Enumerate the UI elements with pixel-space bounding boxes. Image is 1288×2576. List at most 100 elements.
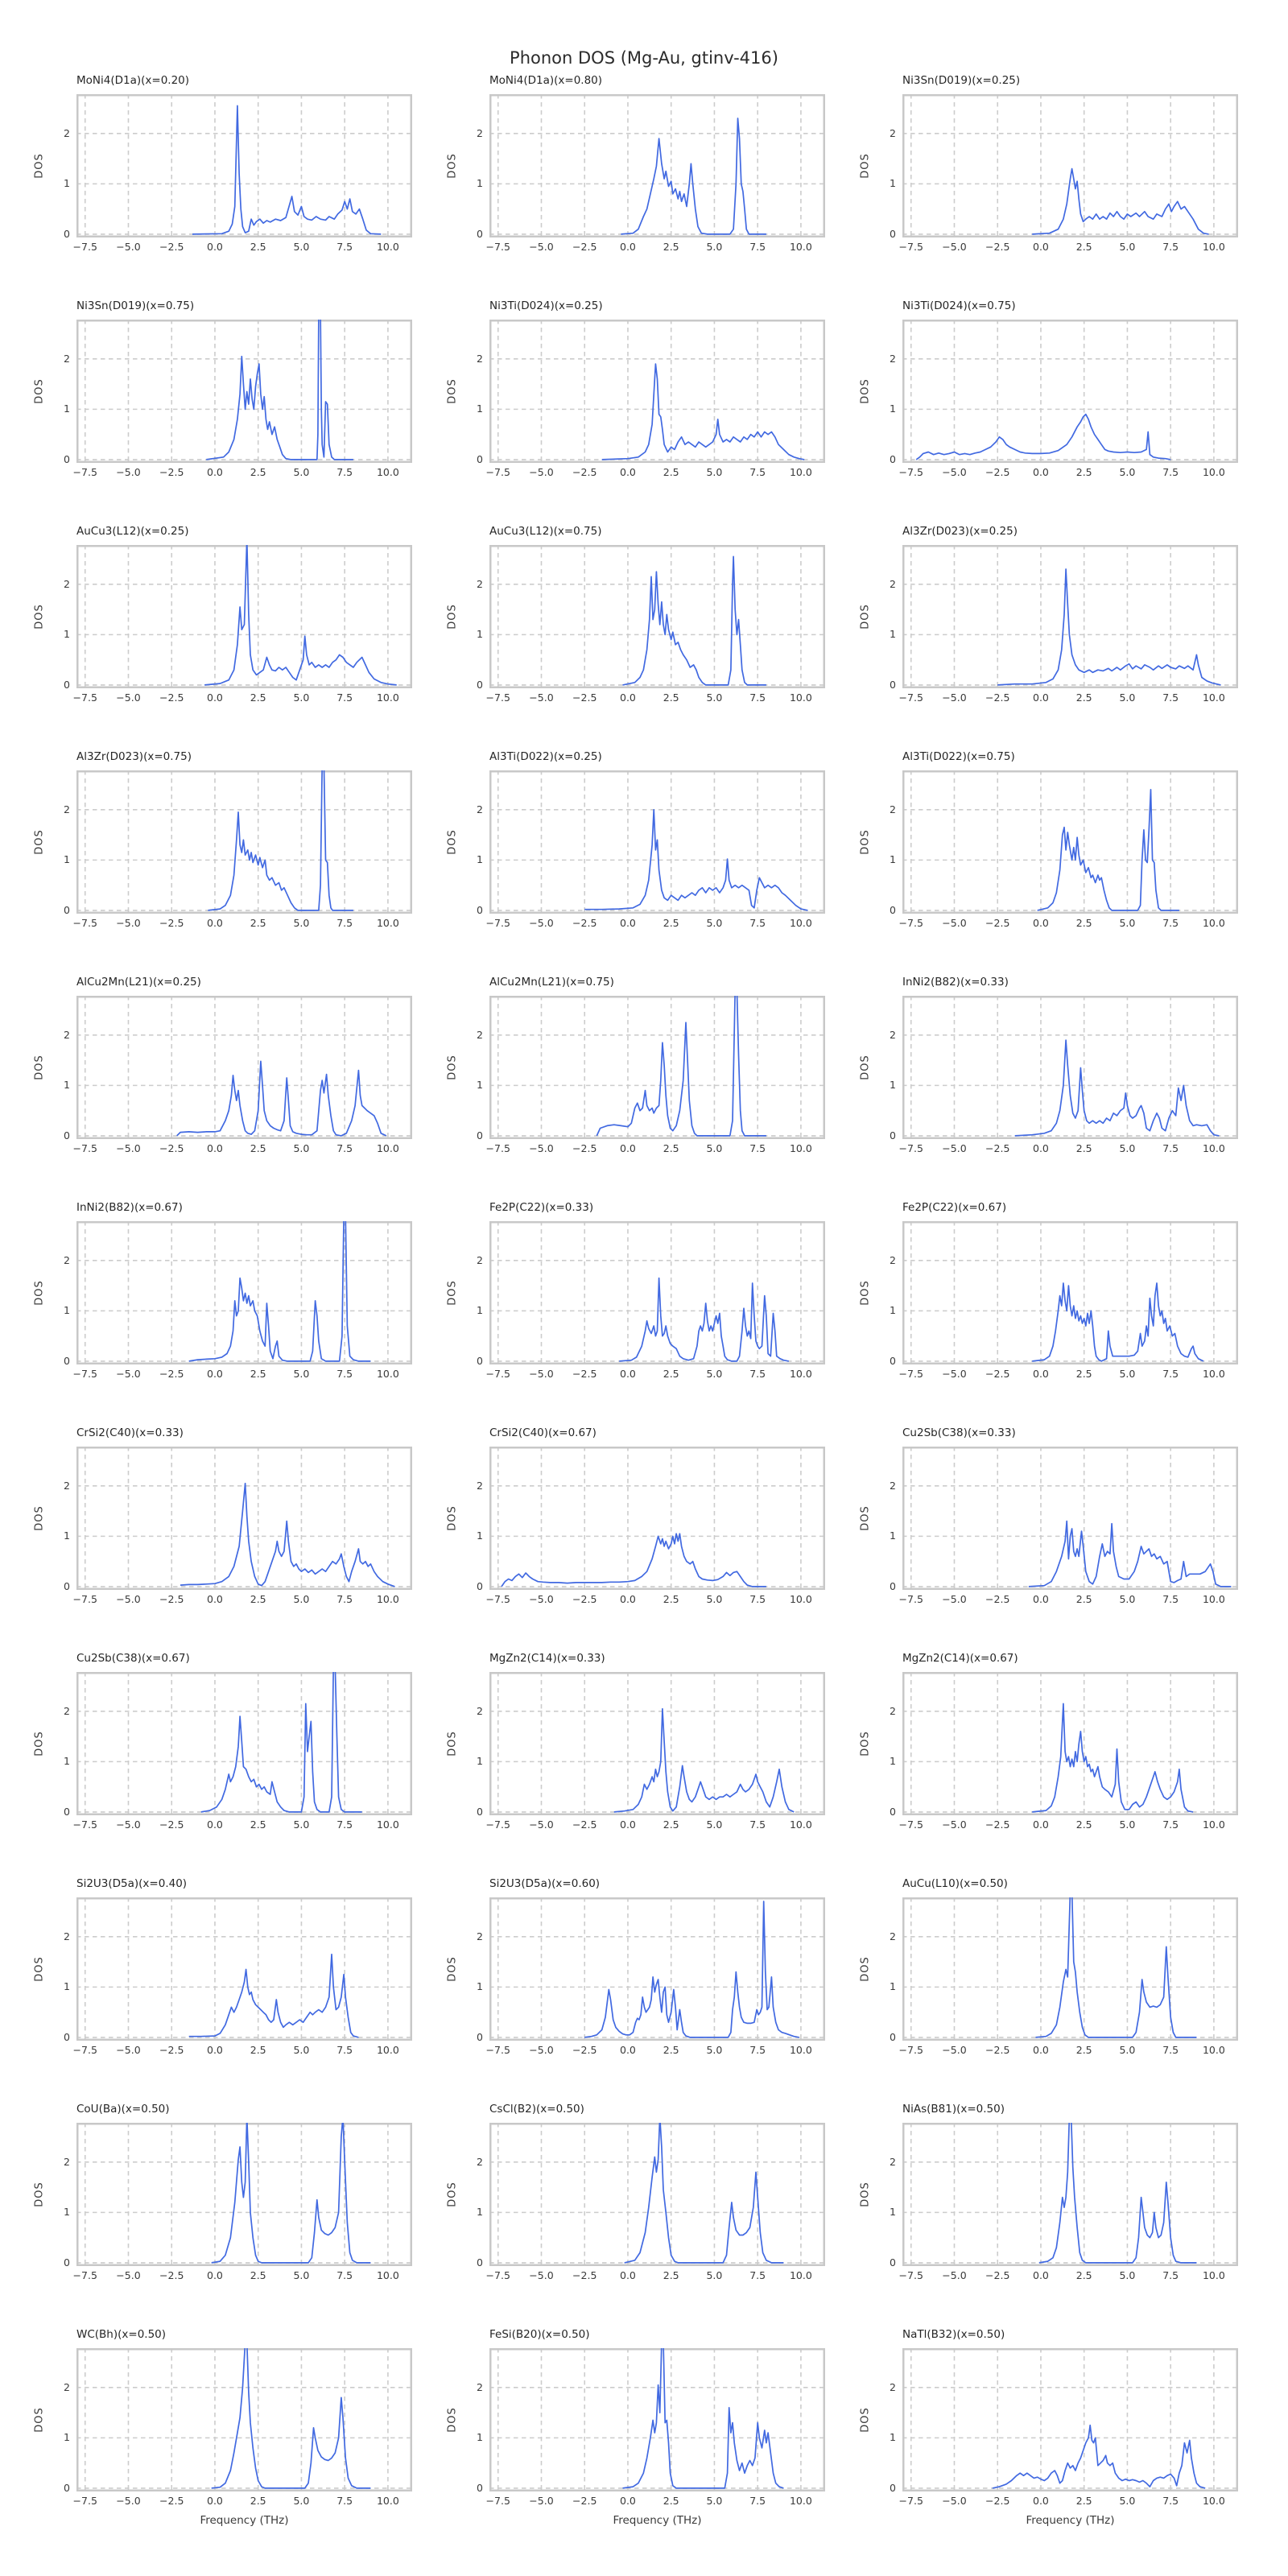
y-tick-label: 0 bbox=[64, 2030, 70, 2043]
axes-border bbox=[489, 996, 825, 1139]
x-tick-label: −7.5 bbox=[72, 691, 97, 704]
dos-plot bbox=[76, 320, 412, 463]
x-tick-label: 7.5 bbox=[749, 2495, 766, 2507]
x-tick-label: 10.0 bbox=[1202, 1593, 1225, 1605]
y-tick-label: 2 bbox=[477, 2380, 483, 2393]
subplot-panel-20: CrSi2(C40)(x=0.67) DOS 0 1 2 −7.5 −5.0 −2.5 0.0 2… bbox=[444, 1425, 857, 1650]
y-tick-label: 2 bbox=[477, 126, 483, 139]
dos-plot bbox=[489, 1897, 825, 2041]
x-tick-label: 2.5 bbox=[663, 691, 679, 704]
x-tick-label: −7.5 bbox=[485, 1142, 510, 1154]
y-tick-label: 0 bbox=[890, 903, 896, 916]
x-tick-label: −7.5 bbox=[72, 2495, 97, 2507]
y-tick-label: 0 bbox=[477, 2030, 483, 2043]
dos-curve bbox=[596, 996, 766, 1137]
y-tick-label: 2 bbox=[890, 2380, 896, 2393]
y-tick-label: 1 bbox=[477, 1304, 483, 1317]
dos-curve bbox=[619, 1277, 790, 1362]
x-tick-label: −5.0 bbox=[116, 2495, 141, 2507]
x-tick-label: 0.0 bbox=[1033, 1593, 1049, 1605]
y-tick-label: 1 bbox=[64, 402, 70, 415]
dos-plot bbox=[902, 320, 1238, 463]
x-tick-label: −7.5 bbox=[898, 2269, 923, 2281]
y-tick-label: 1 bbox=[477, 402, 483, 415]
x-tick-label: 2.5 bbox=[663, 2044, 679, 2056]
x-tick-label: 10.0 bbox=[376, 1368, 399, 1380]
x-tick-label: 0.0 bbox=[207, 241, 223, 253]
y-axis-label: DOS bbox=[859, 1505, 872, 1531]
dos-plot bbox=[489, 2123, 825, 2266]
subplot-title: AlCu2Mn(L21)(x=0.75) bbox=[489, 976, 614, 989]
x-tick-label: 2.5 bbox=[1075, 917, 1092, 929]
subplot-panel-27: AuCu(L10)(x=0.50) DOS 0 1 2 −7.5 −5.0 −2.5 0.0 2.… bbox=[857, 1876, 1270, 2101]
x-tick-label: 0.0 bbox=[620, 2495, 636, 2507]
x-axis-label: Frequency (THz) bbox=[200, 2514, 289, 2527]
x-tick-label: 2.5 bbox=[663, 1593, 679, 1605]
y-tick-label: 0 bbox=[64, 452, 70, 465]
x-tick-label: 0.0 bbox=[1033, 1368, 1049, 1380]
dos-curve bbox=[584, 808, 808, 911]
y-tick-label: 2 bbox=[64, 126, 70, 139]
subplot-panel-24: MgZn2(C14)(x=0.67) DOS 0 1 2 −7.5 −5.0 −2.5 0.0 2… bbox=[857, 1650, 1270, 1876]
y-tick-label: 0 bbox=[477, 1129, 483, 1141]
x-tick-label: 10.0 bbox=[1202, 2495, 1225, 2507]
x-tick-label: 5.0 bbox=[1119, 1368, 1136, 1380]
x-tick-label: −7.5 bbox=[72, 2044, 97, 2056]
x-tick-label: −7.5 bbox=[485, 2495, 510, 2507]
axes-border bbox=[489, 1897, 825, 2041]
axes-border bbox=[76, 996, 412, 1139]
x-tick-label: 10.0 bbox=[789, 2044, 812, 2056]
y-tick-label: 0 bbox=[890, 2481, 896, 2494]
x-tick-label: 0.0 bbox=[207, 1818, 223, 1831]
dos-plot bbox=[489, 1221, 825, 1364]
x-tick-label: −7.5 bbox=[485, 466, 510, 478]
x-tick-label: 2.5 bbox=[663, 466, 679, 478]
y-tick-label: 2 bbox=[477, 1253, 483, 1266]
y-tick-label: 2 bbox=[477, 803, 483, 815]
x-tick-label: −2.5 bbox=[572, 241, 597, 253]
y-tick-label: 1 bbox=[890, 177, 896, 190]
axes-border bbox=[489, 2123, 825, 2266]
x-tick-label: −2.5 bbox=[985, 2495, 1010, 2507]
y-tick-label: 1 bbox=[477, 177, 483, 190]
x-tick-label: −7.5 bbox=[485, 241, 510, 253]
x-tick-label: 10.0 bbox=[376, 2044, 399, 2056]
x-tick-label: 0.0 bbox=[1033, 1142, 1049, 1154]
x-tick-label: 5.0 bbox=[1119, 466, 1136, 478]
x-tick-label: 0.0 bbox=[620, 917, 636, 929]
y-axis-label: DOS bbox=[446, 1505, 459, 1531]
x-tick-label: 2.5 bbox=[1075, 2495, 1092, 2507]
x-tick-label: −5.0 bbox=[116, 241, 141, 253]
y-tick-label: 0 bbox=[64, 1805, 70, 1818]
x-tick-label: 2.5 bbox=[1075, 2269, 1092, 2281]
x-tick-label: 10.0 bbox=[376, 1818, 399, 1831]
x-tick-label: −5.0 bbox=[529, 1142, 554, 1154]
x-tick-label: 5.0 bbox=[293, 917, 310, 929]
dos-curve bbox=[1032, 167, 1209, 235]
x-tick-label: 10.0 bbox=[789, 691, 812, 704]
x-tick-label: 5.0 bbox=[706, 466, 723, 478]
x-tick-label: 0.0 bbox=[1033, 917, 1049, 929]
x-tick-label: 10.0 bbox=[789, 1818, 812, 1831]
x-tick-label: 2.5 bbox=[1075, 1142, 1092, 1154]
subplot-title: Ni3Ti(D024)(x=0.25) bbox=[489, 299, 603, 312]
x-tick-label: 2.5 bbox=[663, 1818, 679, 1831]
subplot-title: CsCl(B2)(x=0.50) bbox=[489, 2103, 584, 2116]
dos-plot bbox=[489, 1672, 825, 1815]
y-axis-label: DOS bbox=[446, 153, 459, 179]
axes-border bbox=[489, 320, 825, 463]
x-tick-label: 10.0 bbox=[1202, 2269, 1225, 2281]
subplot-panel-19: CrSi2(C40)(x=0.33) DOS 0 1 2 −7.5 −5.0 −2.5 0.0 2… bbox=[31, 1425, 444, 1650]
x-tick-label: 5.0 bbox=[1119, 917, 1136, 929]
x-tick-label: −2.5 bbox=[159, 691, 184, 704]
x-tick-label: 10.0 bbox=[376, 2269, 399, 2281]
x-tick-label: 2.5 bbox=[250, 1368, 266, 1380]
x-tick-label: 10.0 bbox=[789, 2495, 812, 2507]
x-tick-label: −7.5 bbox=[898, 1368, 923, 1380]
subplot-title: AuCu3(L12)(x=0.25) bbox=[76, 525, 189, 538]
x-tick-label: −5.0 bbox=[942, 917, 967, 929]
y-tick-label: 1 bbox=[64, 1079, 70, 1092]
x-axis-label: Frequency (THz) bbox=[1026, 2514, 1115, 2527]
x-tick-label: −5.0 bbox=[529, 1818, 554, 1831]
axes-border bbox=[489, 545, 825, 688]
